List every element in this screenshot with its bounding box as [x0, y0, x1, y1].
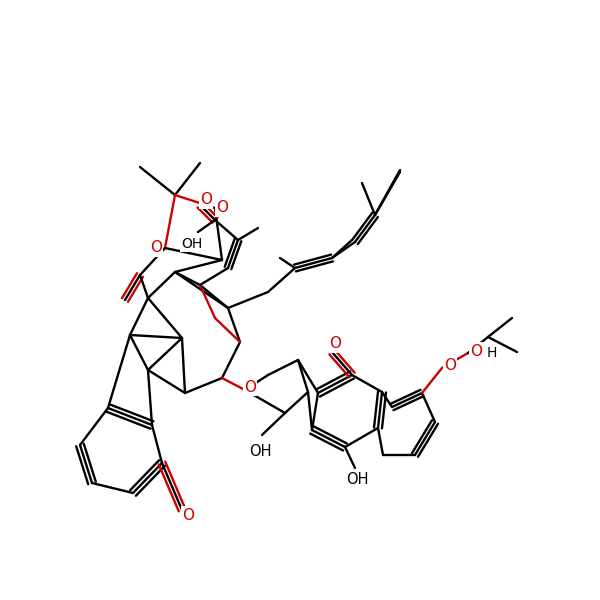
Text: O: O — [150, 241, 162, 256]
Text: O: O — [444, 358, 456, 373]
Text: O: O — [470, 343, 482, 358]
Text: O: O — [200, 193, 212, 208]
Text: OH: OH — [249, 445, 271, 460]
Text: O: O — [182, 508, 194, 523]
Text: OH: OH — [346, 473, 368, 487]
Text: O: O — [216, 200, 228, 215]
Text: H: H — [487, 346, 497, 360]
Text: O: O — [329, 337, 341, 352]
Text: O: O — [244, 379, 256, 395]
Text: OH: OH — [181, 237, 203, 251]
